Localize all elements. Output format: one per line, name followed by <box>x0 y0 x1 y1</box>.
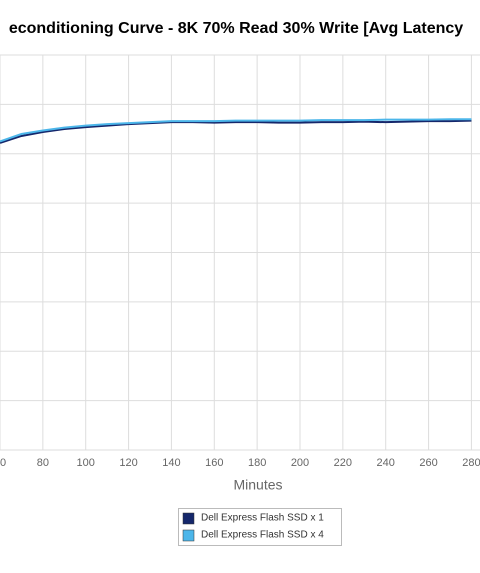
x-tick-label: 100 <box>77 457 95 469</box>
x-tick-label: 120 <box>119 457 137 469</box>
x-axis-title: Minutes <box>233 477 282 493</box>
x-tick-label: 60 <box>0 457 6 469</box>
x-tick-label: 180 <box>248 457 266 469</box>
x-tick-label: 160 <box>205 457 223 469</box>
legend-swatch <box>182 529 195 542</box>
x-tick-label: 200 <box>291 457 309 469</box>
series-line <box>0 119 472 144</box>
series-line <box>0 118 472 143</box>
x-tick-label: 240 <box>377 457 395 469</box>
x-tick-label: 80 <box>37 457 49 469</box>
chart-title: econditioning Curve - 8K 70% Read 30% Wr… <box>9 20 463 37</box>
x-tick-label: 280 <box>462 457 480 469</box>
legend <box>178 508 342 546</box>
legend-swatch <box>182 512 195 525</box>
legend-label: Dell Express Flash SSD x 1 <box>201 513 324 524</box>
legend-label: Dell Express Flash SSD x 4 <box>201 530 324 541</box>
x-tick-label: 260 <box>419 457 437 469</box>
x-tick-label: 140 <box>162 457 180 469</box>
x-tick-label: 220 <box>334 457 352 469</box>
